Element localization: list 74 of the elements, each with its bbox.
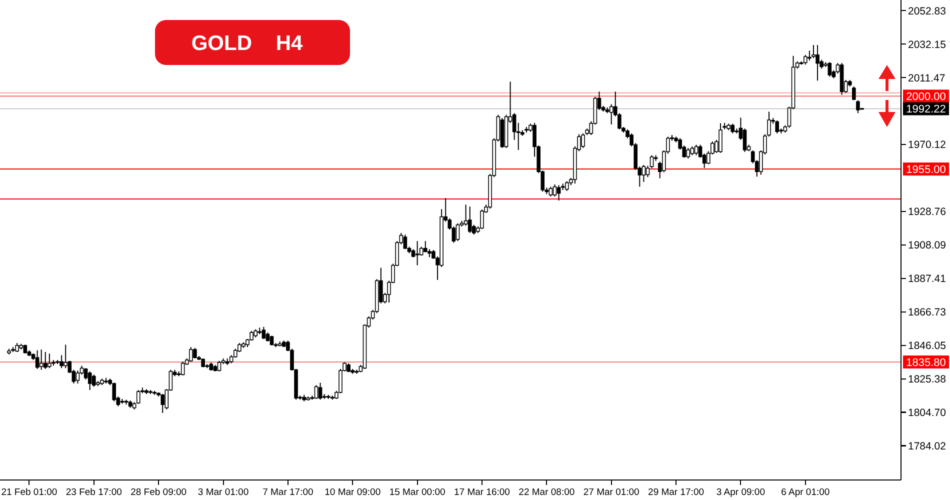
- candlestick: [415, 240, 420, 266]
- candlestick: [88, 370, 92, 390]
- ref-line-label: 1992.22: [906, 104, 946, 116]
- candlestick: [43, 351, 48, 370]
- candlestick: [609, 104, 614, 125]
- candlestick: [217, 360, 222, 372]
- text: GOLD H4: [191, 32, 303, 55]
- candlestick: [694, 144, 698, 156]
- y-tick-label: 1804.70: [908, 407, 946, 420]
- x-tick-label: 27 Mar 01:00: [583, 487, 640, 498]
- candlestick: [650, 154, 654, 169]
- x-tick-label: 7 Mar 17:00: [262, 487, 314, 498]
- candlestick: [742, 128, 747, 153]
- candlestick: [828, 62, 832, 78]
- x-tick-label: 6 Apr 01:00: [781, 487, 830, 498]
- candlestick: [856, 100, 860, 114]
- y-tick-label: 1825.38: [908, 374, 946, 386]
- y-tick-label: 2052.83: [908, 5, 946, 18]
- x-tick-label: 10 Mar 09:00: [324, 487, 381, 498]
- candlestick: [160, 394, 165, 414]
- candlestick: [423, 240, 428, 253]
- candlestick: [48, 353, 52, 369]
- candlestick: [552, 184, 557, 198]
- candlestick: [581, 132, 585, 148]
- candlestick: [92, 374, 96, 388]
- y-tick-label: 1970.12: [908, 139, 946, 152]
- candlestick: [318, 382, 322, 400]
- x-tick-label: 3 Mar 01:00: [198, 487, 249, 498]
- candlestick: [403, 234, 408, 250]
- candlestick: [548, 186, 553, 198]
- y-tick-label: 1846.05: [908, 340, 946, 352]
- candlestick: [314, 384, 318, 400]
- candlestick: [730, 123, 735, 134]
- y-tick-label: 1866.73: [908, 306, 946, 319]
- candlestick: [642, 164, 646, 182]
- candlestick: [112, 382, 116, 402]
- candlestick: [480, 208, 484, 230]
- y-tick-label: 2032.15: [908, 38, 946, 51]
- candlestick: [852, 86, 856, 101]
- candlestick: [718, 122, 722, 154]
- candlestick: [468, 206, 472, 234]
- x-tick-label: 22 Mar 08:00: [518, 487, 575, 498]
- candlestick: [39, 349, 44, 370]
- ref-line-label: 2000.00: [906, 91, 946, 104]
- y-tick-label: 1784.02: [908, 440, 946, 452]
- x-tick-label: 28 Feb 09:00: [130, 487, 187, 498]
- y-tick-label: 1908.09: [908, 240, 946, 252]
- x-tick-label: 21 Feb 01:00: [1, 487, 58, 498]
- candlestick: [76, 370, 80, 384]
- candlestick: [262, 326, 266, 340]
- candlestick: [456, 222, 460, 242]
- candlestick: [180, 361, 185, 376]
- x-tick-label: 17 Mar 16:00: [454, 487, 510, 498]
- candlestick: [646, 165, 650, 178]
- y-tick-label: 1928.76: [908, 206, 946, 218]
- candlestick: [64, 344, 68, 369]
- candlestick: [193, 347, 197, 359]
- candlestick: [84, 368, 88, 380]
- y-tick-label: 2011.47: [908, 72, 946, 84]
- x-tick-label: 29 Mar 17:00: [648, 487, 704, 498]
- candlestick: [775, 120, 780, 134]
- y-tick-label: 1887.41: [908, 273, 946, 286]
- candlestick: [189, 346, 193, 362]
- candlestick: [804, 54, 808, 66]
- candlestick: [686, 147, 690, 159]
- x-tick-label: 3 Apr 09:00: [716, 487, 766, 498]
- ref-line-label: 1955.00: [906, 164, 946, 176]
- x-tick-label: 23 Feb 17:00: [66, 487, 122, 498]
- x-tick-label: 15 Mar 00:00: [389, 487, 446, 498]
- ref-line-label: 1835.80: [906, 356, 946, 369]
- candlestick: [556, 184, 561, 202]
- candlestick: [816, 44, 820, 82]
- candlestick: [35, 350, 40, 370]
- candlestick: [564, 180, 569, 192]
